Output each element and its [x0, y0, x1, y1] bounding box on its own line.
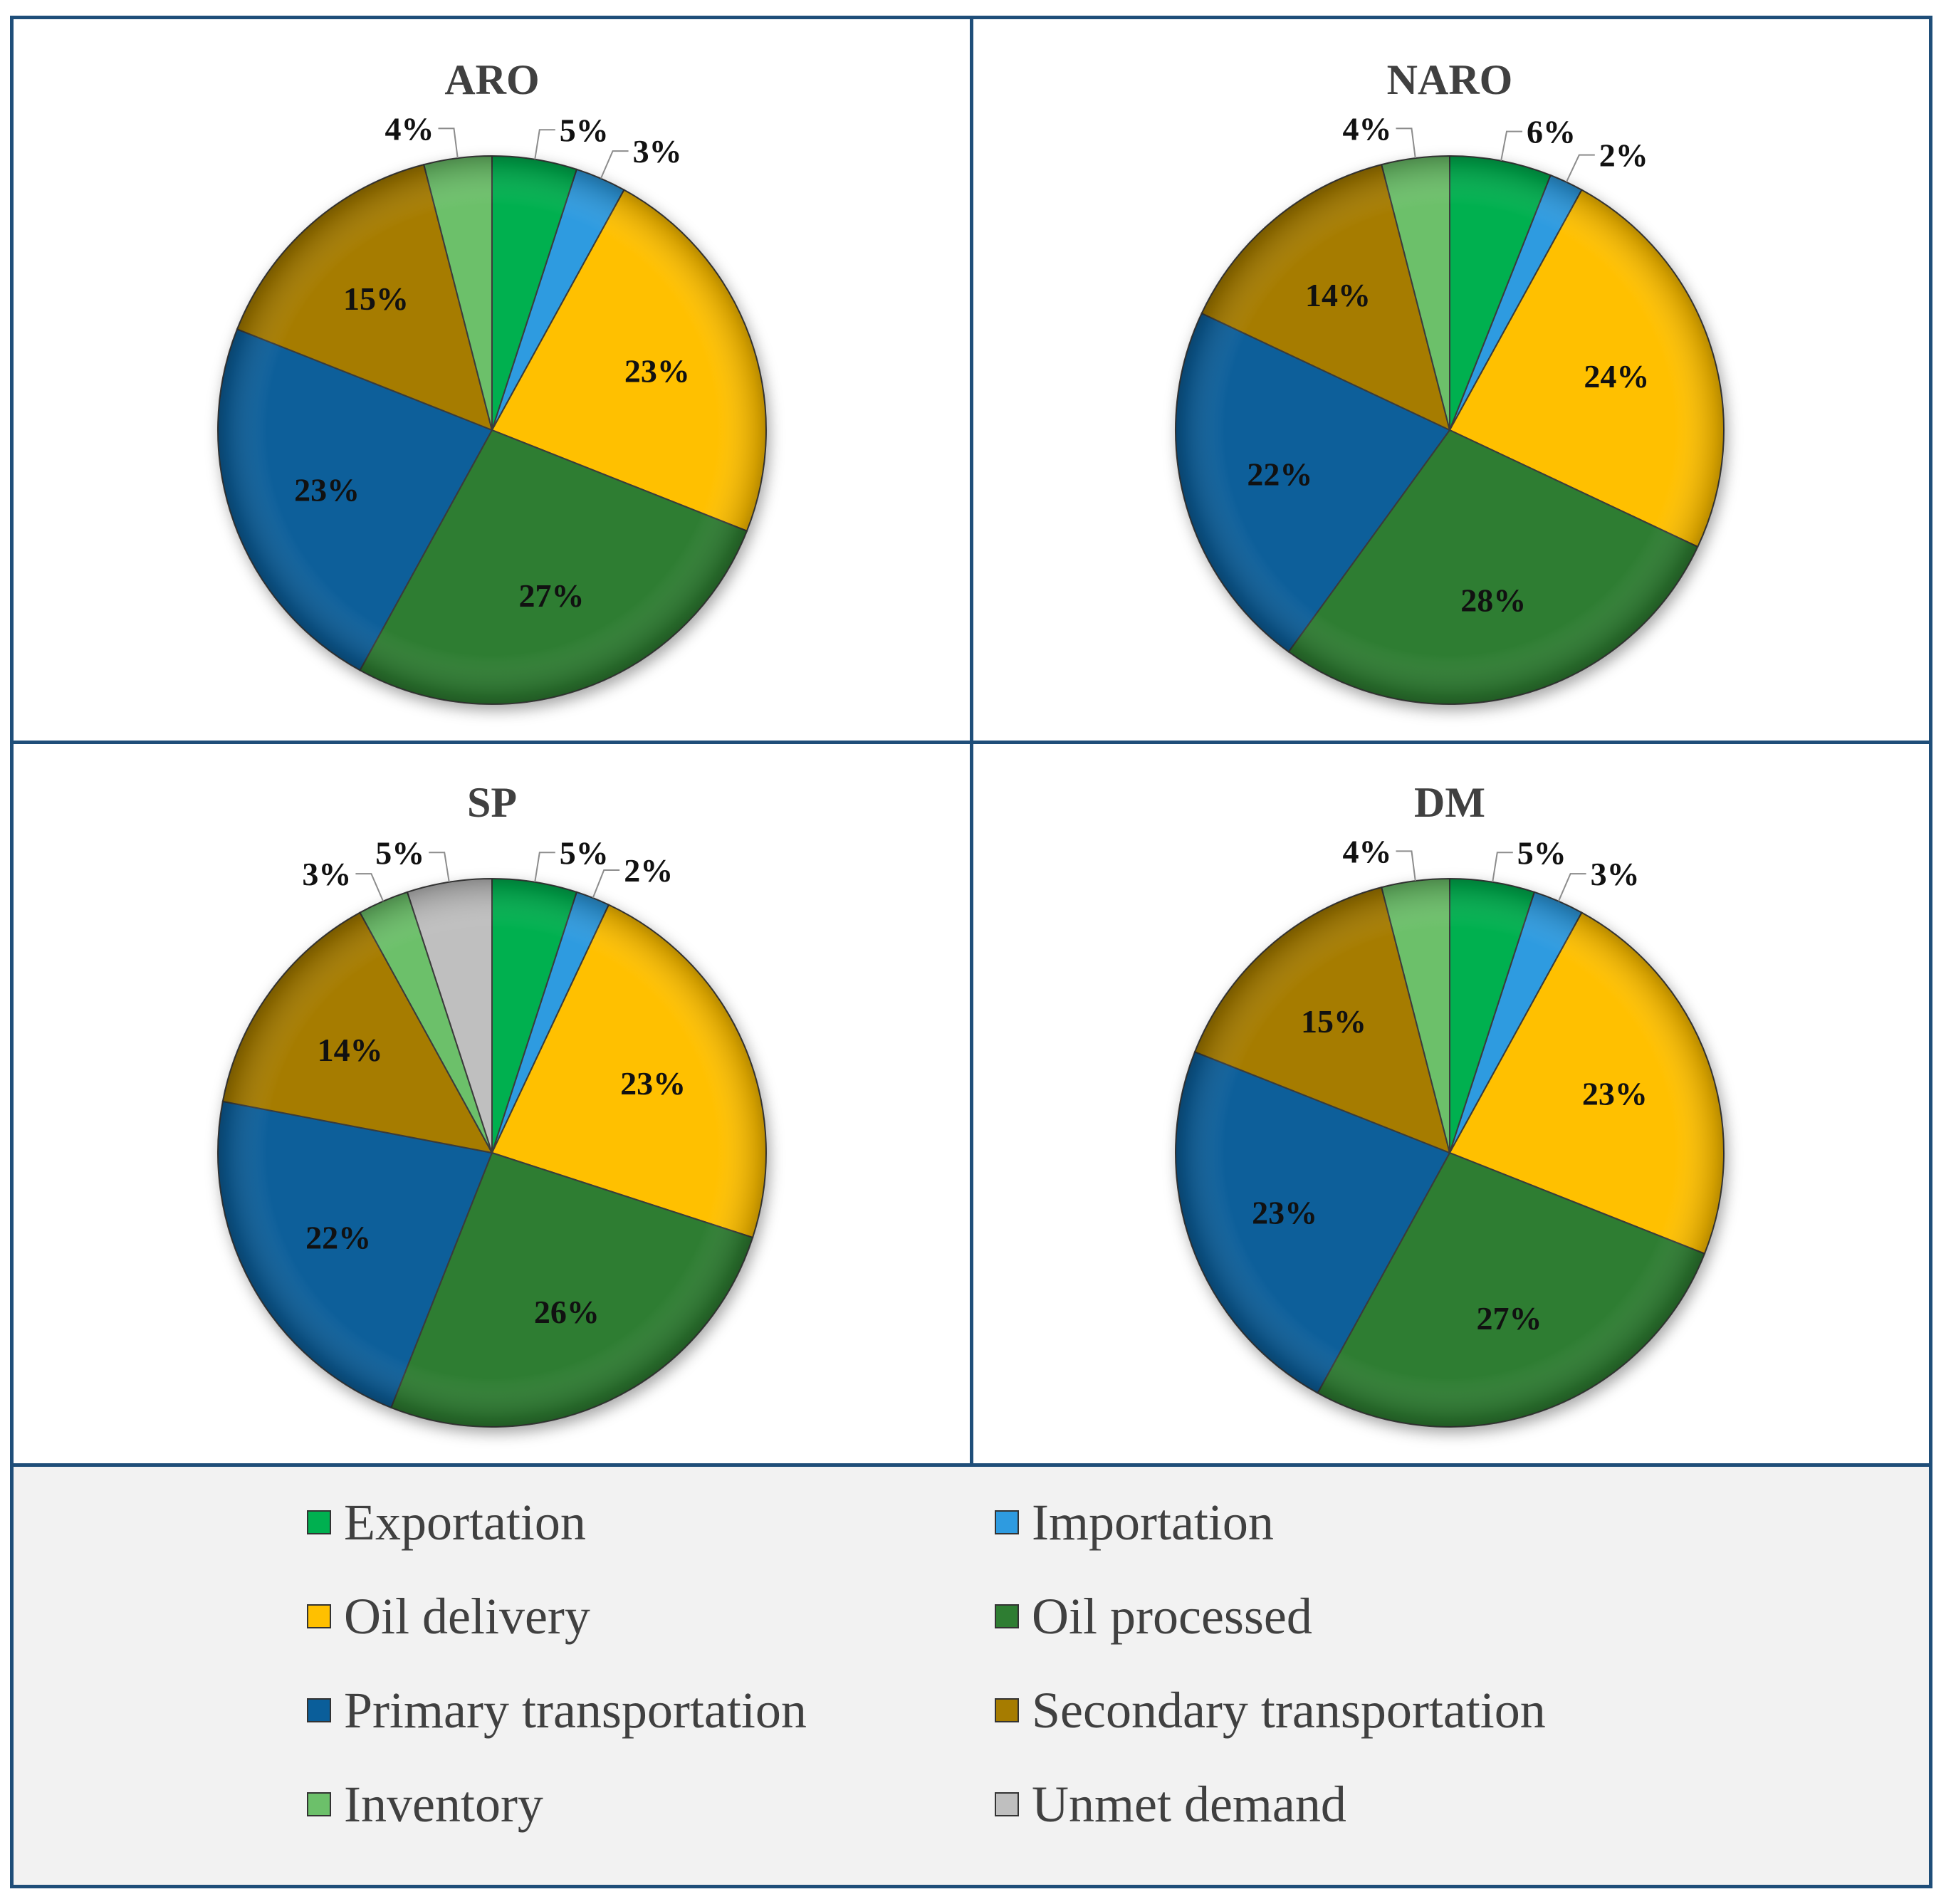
data-label-oil-delivery: 23% [1582, 1076, 1648, 1112]
legend-label: Secondary transportation [1032, 1681, 1546, 1739]
leader-line-exportation [1492, 852, 1513, 882]
leader-line-inventory [1396, 127, 1416, 159]
legend-label: Exportation [344, 1493, 586, 1551]
chart-title: SP [467, 779, 517, 826]
data-label-secondary-transportation: 15% [1301, 1003, 1366, 1040]
legend-label: Importation [1032, 1493, 1274, 1551]
data-label-importation: 3% [1591, 856, 1640, 892]
data-label-oil-delivery: 23% [624, 353, 690, 389]
legend-label: Primary transportation [344, 1681, 807, 1739]
data-label-unmet-demand: 5% [375, 835, 424, 871]
pie-slices [217, 877, 767, 1428]
data-label-importation: 2% [1599, 137, 1648, 174]
pie-panel-naro: NARO 6% 2% 24% 28% 22% 14% 4% [971, 19, 1929, 742]
data-label-inventory: 3% [302, 856, 351, 892]
legend-swatch-importation [995, 1510, 1019, 1534]
legend: Exportation Importation Oil delivery Oil… [14, 1467, 1929, 1885]
legend-item-importation: Importation [995, 1494, 1274, 1551]
data-label-secondary-transportation: 15% [343, 281, 409, 317]
data-label-oil-delivery: 23% [620, 1065, 686, 1102]
legend-swatch-unmet-demand [995, 1792, 1019, 1816]
pie-chart-svg: DM 5% 3% 23% 27% 23% 15% 4% [1175, 779, 1725, 1428]
data-label-oil-processed: 27% [1476, 1300, 1542, 1337]
pie-chart-svg: NARO 6% 2% 24% 28% 22% 14% 4% [1175, 56, 1725, 706]
legend-item-primary-transportation: Primary transportation [307, 1682, 807, 1739]
data-label-secondary-transportation: 14% [1305, 277, 1371, 313]
legend-divider [14, 1463, 1929, 1467]
legend-swatch-primary-transportation [307, 1698, 331, 1722]
data-label-exportation: 5% [560, 112, 609, 148]
leader-line-unmet-demand [429, 852, 450, 882]
pie-chart-svg: ARO 5% 3% 23% 27% 23% 15% 4% [217, 56, 767, 705]
legend-swatch-exportation [307, 1510, 331, 1534]
data-label-oil-processed: 26% [534, 1294, 600, 1330]
data-label-inventory: 4% [385, 110, 434, 147]
legend-item-oil-processed: Oil processed [995, 1588, 1312, 1645]
legend-swatch-secondary-transportation [995, 1698, 1019, 1722]
leader-line-inventory [355, 873, 385, 902]
leader-line-importation [600, 150, 629, 179]
leader-line-inventory [1396, 850, 1416, 882]
pie-panel-sp: SP 5% 2% 23% 26% 22% 14% 3% 5% [14, 742, 971, 1465]
data-label-inventory: 4% [1342, 833, 1391, 869]
pie-panel-aro: ARO 5% 3% 23% 27% 23% 15% 4% [14, 19, 971, 742]
legend-label: Oil processed [1032, 1587, 1312, 1645]
leader-line-importation [592, 869, 620, 899]
data-label-oil-delivery: 24% [1584, 358, 1649, 394]
legend-item-exportation: Exportation [307, 1494, 586, 1551]
legend-swatch-oil-delivery [307, 1604, 331, 1628]
pie-slices [1175, 155, 1725, 706]
legend-item-inventory: Inventory [307, 1776, 543, 1833]
leader-line-exportation [1500, 130, 1523, 162]
leader-line-exportation [534, 852, 555, 882]
data-label-primary-transportation: 22% [305, 1220, 371, 1256]
chart-title: DM [1414, 779, 1485, 826]
legend-item-secondary-transportation: Secondary transportation [995, 1682, 1546, 1739]
chart-title: ARO [444, 56, 539, 103]
data-label-oil-processed: 28% [1460, 582, 1526, 619]
chart-title: NARO [1387, 56, 1513, 103]
data-label-importation: 3% [633, 133, 682, 169]
pie-chart-svg: SP 5% 2% 23% 26% 22% 14% 3% 5% [217, 779, 767, 1428]
data-label-inventory: 4% [1342, 110, 1391, 147]
data-label-exportation: 6% [1527, 114, 1576, 150]
leader-line-exportation [534, 129, 555, 159]
panel-divider-horizontal [14, 741, 1929, 744]
legend-swatch-oil-processed [995, 1604, 1019, 1628]
leader-line-importation [1557, 873, 1586, 902]
data-label-secondary-transportation: 14% [318, 1032, 383, 1068]
legend-label: Oil delivery [344, 1587, 590, 1645]
legend-item-oil-delivery: Oil delivery [307, 1588, 590, 1645]
pie-slices [217, 155, 767, 705]
legend-item-unmet-demand: Unmet demand [995, 1776, 1346, 1833]
leader-line-inventory [438, 127, 459, 159]
data-label-primary-transportation: 23% [294, 471, 360, 508]
pie-slices [1175, 877, 1725, 1428]
legend-label: Unmet demand [1032, 1775, 1346, 1833]
data-label-exportation: 5% [560, 835, 609, 871]
data-label-primary-transportation: 22% [1247, 456, 1312, 492]
data-label-importation: 2% [624, 852, 673, 889]
figure-frame: ARO 5% 3% 23% 27% 23% 15% 4% NARO 6% 2% 24% 28% 22% 1… [10, 16, 1932, 1888]
data-label-exportation: 5% [1517, 835, 1566, 871]
data-label-primary-transportation: 23% [1252, 1194, 1317, 1230]
leader-line-importation [1566, 154, 1595, 183]
legend-swatch-inventory [307, 1792, 331, 1816]
legend-label: Inventory [344, 1775, 543, 1833]
data-label-oil-processed: 27% [518, 577, 584, 614]
pie-panel-dm: DM 5% 3% 23% 27% 23% 15% 4% [971, 742, 1929, 1465]
